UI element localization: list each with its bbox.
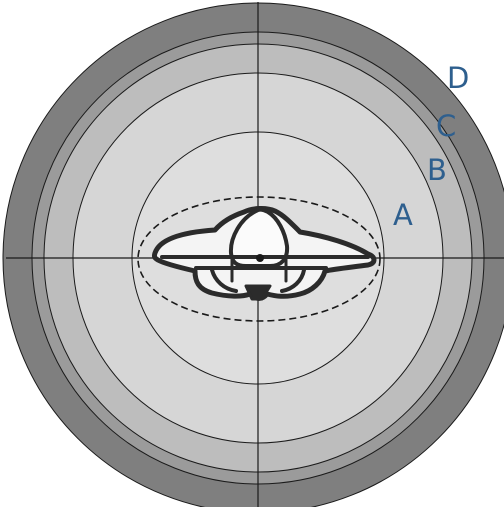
label-b: B [427,153,447,187]
label-a: A [393,198,413,232]
figure-tail [244,284,272,301]
central-figure [151,206,377,301]
label-d: D [447,61,469,95]
dashed-ellipse [137,196,381,322]
figure-leg-right [280,268,306,293]
center-dot [256,254,264,262]
figure-leg-left [210,268,238,293]
label-c: C [436,109,456,143]
figure-head [228,207,290,268]
